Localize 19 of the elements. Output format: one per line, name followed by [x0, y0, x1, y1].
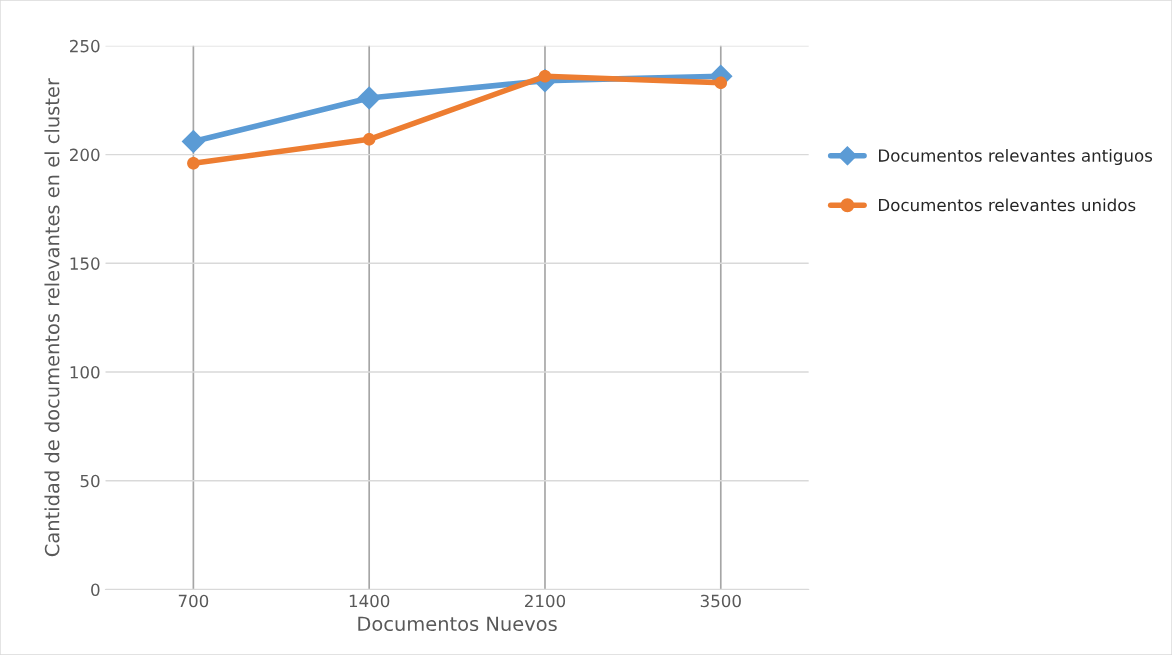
point: [357, 86, 381, 110]
point: [181, 129, 206, 154]
x-tick-label: 3500: [700, 594, 741, 608]
y-tick-label: 50: [80, 474, 100, 488]
y-tick-label: 100: [70, 366, 100, 379]
x-tick-label: 2100: [524, 594, 566, 608]
point: [187, 157, 200, 170]
x-tick-label: 1400: [349, 594, 390, 608]
x-axis-title: Documentos Nuevos: [358, 616, 557, 632]
point: [714, 76, 728, 90]
legend-label: Documentos relevantes antiguos: [879, 148, 1153, 166]
y-tick-label: 150: [70, 257, 100, 270]
y-tick-label: 0: [91, 583, 100, 597]
x-tick-label: 700: [178, 594, 209, 608]
y-axis-title: Cantidad de documentos relevantes en el cluster: [44, 78, 60, 557]
y-tick-label: 250: [70, 39, 100, 53]
legend-label: Documentos relevantes unidos: [879, 198, 1136, 212]
y-tick-label: 200: [70, 148, 100, 162]
point: [362, 133, 376, 146]
